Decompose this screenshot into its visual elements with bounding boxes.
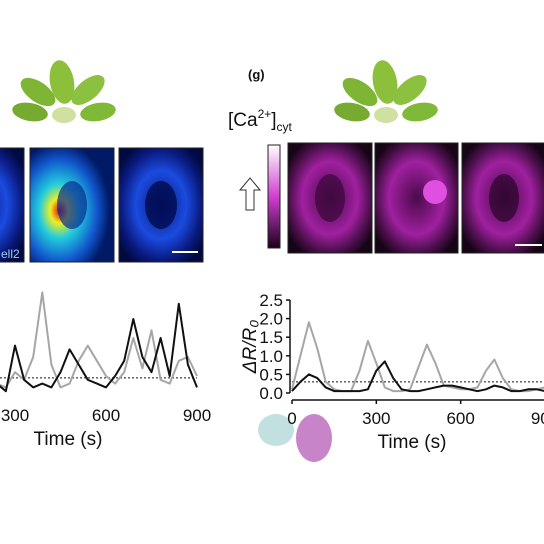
y-axis-label: ΔR/R₀ — [240, 320, 261, 374]
up-arrow — [238, 177, 262, 211]
cell-label: ell2 — [1, 247, 20, 261]
ca-label-sup: 2+ — [258, 107, 272, 121]
colorbar — [267, 144, 281, 249]
series-line — [291, 360, 544, 393]
x-tick-label: 300 — [362, 409, 390, 428]
y-tick-label: 0.5 — [259, 365, 283, 384]
ca-label-base: [Ca — [228, 110, 258, 131]
plant-right — [334, 60, 438, 123]
y-tick-label: 0.0 — [259, 384, 283, 403]
panel-label: (g) — [248, 67, 265, 82]
x-tick-label: 300 — [1, 406, 29, 425]
series-line — [0, 302, 198, 393]
series-line — [291, 321, 544, 393]
image-tiles-right — [287, 142, 544, 254]
ca-label: [Ca2+]cyt — [228, 107, 293, 134]
x-axis-label: Time (s) — [34, 429, 103, 450]
ca-label-sub: cyt — [277, 120, 293, 134]
x-tick-label: 600 — [446, 409, 474, 428]
x-tick-label: 900 — [183, 406, 211, 425]
y-tick-label: 1.0 — [259, 347, 283, 366]
x-tick-label: 600 — [92, 406, 120, 425]
x-tick-label: 900 — [531, 409, 544, 428]
x-axis-label: Time (s) — [378, 432, 447, 453]
series-line — [0, 291, 198, 389]
y-tick-label: 1.5 — [259, 328, 283, 347]
y-tick-label: 2.5 — [259, 291, 283, 310]
protein-structures — [258, 414, 332, 462]
y-tick-label: 2.0 — [259, 310, 283, 329]
plant-left — [12, 60, 116, 123]
x-tick-label: 0 — [287, 409, 296, 428]
image-tiles-left — [0, 147, 204, 263]
ca-label-close: ] — [271, 110, 276, 131]
